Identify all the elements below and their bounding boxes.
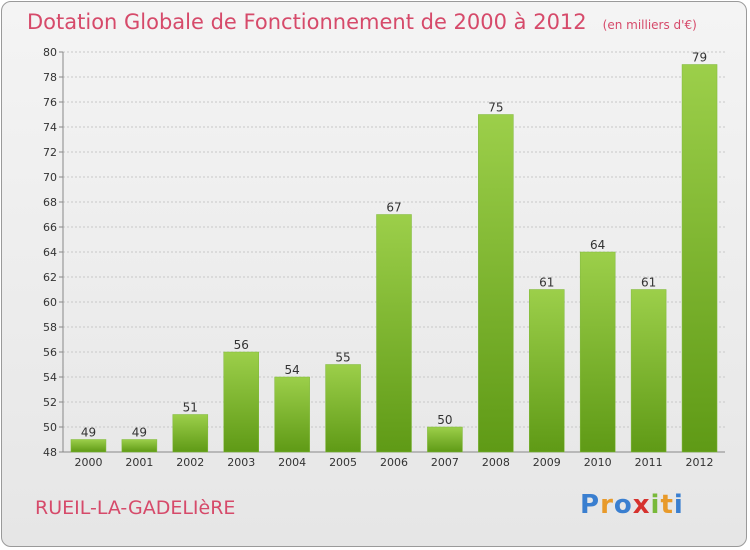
y-tick-label: 58 (43, 321, 57, 334)
chart-unit: (en milliers d'€) (602, 18, 697, 32)
x-tick-label: 2004 (278, 456, 306, 469)
x-tick-label: 2000 (74, 456, 102, 469)
x-tick-label: 2002 (176, 456, 204, 469)
data-label: 79 (692, 51, 707, 65)
x-tick-label: 2007 (431, 456, 459, 469)
x-tick-label: 2011 (635, 456, 663, 469)
data-label: 75 (488, 101, 503, 115)
x-tick-label: 2009 (533, 456, 561, 469)
bar (681, 64, 718, 453)
bar (223, 351, 259, 453)
logo-letter: x (632, 490, 651, 520)
x-tick-label: 2012 (686, 456, 714, 469)
y-tick-label: 64 (43, 246, 57, 259)
y-tick-label: 74 (43, 121, 57, 134)
bar (121, 439, 158, 453)
y-tick-label: 70 (43, 171, 57, 184)
x-tick-label: 2001 (125, 456, 153, 469)
bar (478, 114, 514, 453)
y-tick-label: 54 (43, 371, 57, 384)
y-tick-label: 76 (43, 96, 57, 109)
bar (376, 214, 412, 453)
y-tick-label: 52 (43, 396, 57, 409)
x-tick-label: 2008 (482, 456, 510, 469)
y-tick-label: 56 (43, 346, 57, 359)
data-label: 50 (437, 413, 452, 427)
bar (172, 414, 209, 453)
proxiti-logo[interactable]: Proxiti (580, 490, 684, 520)
y-tick-label: 78 (43, 71, 57, 84)
x-tick-label: 2003 (227, 456, 255, 469)
data-label: 49 (81, 426, 96, 440)
y-tick-label: 72 (43, 146, 57, 159)
data-label: 64 (590, 238, 605, 252)
y-tick-label: 62 (43, 271, 57, 284)
y-tick-label: 66 (43, 221, 57, 234)
data-label: 61 (539, 276, 554, 290)
bar (427, 426, 463, 453)
chart-title-text: Dotation Globale de Fonctionnement de 20… (27, 10, 587, 34)
bar (274, 376, 310, 453)
logo-letter: P (580, 490, 601, 520)
data-label: 54 (285, 363, 300, 377)
y-axis: 48 50 52 54 56 58 60 62 64 66 68 70 72 74 76 78 80 (43, 46, 725, 459)
bar (70, 439, 107, 453)
x-tick-label: 2006 (380, 456, 408, 469)
logo-letter: o (613, 490, 633, 520)
data-label: 51 (183, 401, 198, 415)
logo-letter: t (660, 490, 674, 520)
bar (325, 364, 361, 453)
data-labels: 49 49 51 56 54 55 67 50 75 61 64 61 79 (81, 51, 707, 440)
logo-letter: i (673, 490, 684, 520)
y-tick-label: 60 (43, 296, 57, 309)
chart-title: Dotation Globale de Fonctionnement de 20… (27, 10, 697, 34)
y-tick-label: 68 (43, 196, 57, 209)
x-tick-label: 2005 (329, 456, 357, 469)
bar (630, 289, 667, 453)
y-tick-label: 48 (43, 446, 57, 459)
x-tick-label: 2010 (584, 456, 612, 469)
data-label: 61 (641, 276, 656, 290)
y-tick-label: 80 (43, 46, 57, 59)
location-name: RUEIL-LA-GADELIèRE (35, 497, 236, 519)
bar (579, 251, 616, 453)
logo-letter: r (600, 490, 614, 520)
logo-letter: i (650, 490, 661, 520)
data-label: 67 (386, 201, 401, 215)
y-tick-label: 50 (43, 421, 57, 434)
bars (70, 64, 718, 453)
data-label: 55 (335, 351, 350, 365)
x-axis-ticks: 2000 2001 2002 2003 2004 2005 2006 2007 2008 2009… (74, 456, 713, 469)
data-label: 49 (132, 426, 147, 440)
data-label: 56 (234, 338, 249, 352)
bar (529, 289, 565, 453)
